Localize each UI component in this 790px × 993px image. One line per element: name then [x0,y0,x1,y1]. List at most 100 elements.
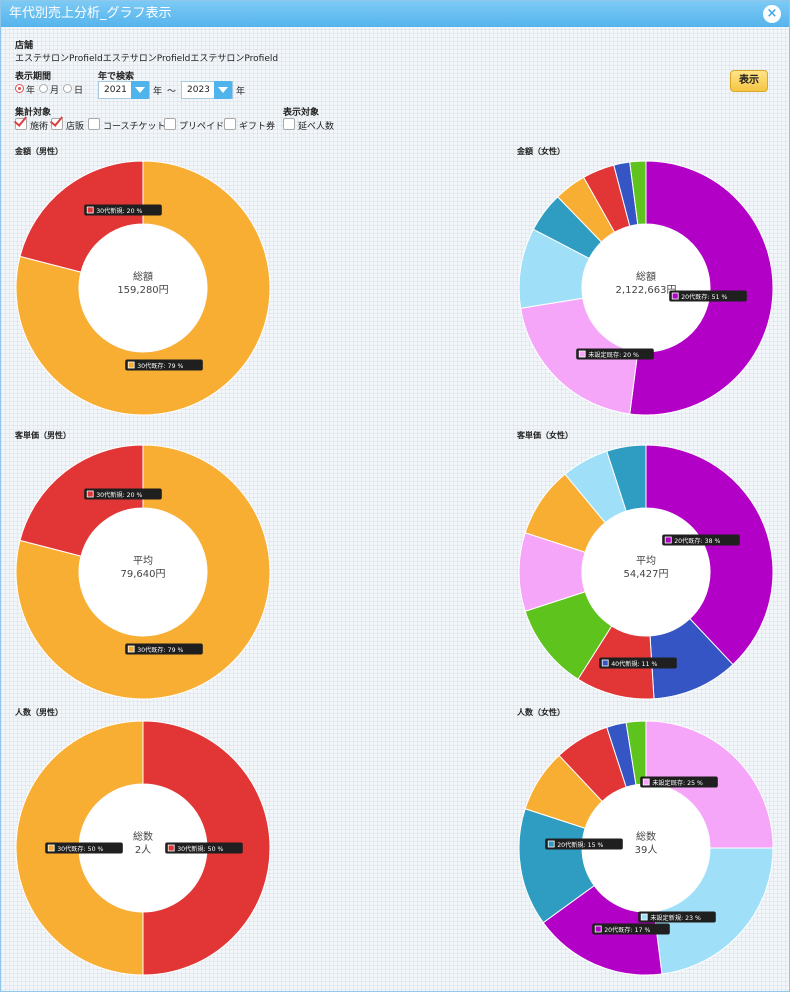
donut-slice[interactable] [653,847,774,975]
donut-hole [582,784,710,912]
donut-slice[interactable] [629,160,647,226]
aggregate-checkbox-prepaid[interactable] [164,118,176,130]
slice-tooltip: 20代既存: 38 % [662,534,740,546]
slice-tooltip: 30代既存: 79 % [125,359,203,371]
tooltip-text: 未設定既存: 25 % [652,779,703,787]
period-radio-day[interactable] [63,84,72,93]
tooltip-box [592,923,670,935]
donut-center-value: 54,427円 [624,569,669,580]
display-option-total-people: 延べ人数 [298,122,335,132]
donut-center-label: 総数 [636,830,656,843]
donut-slice[interactable] [15,444,271,700]
tooltip-box [640,776,718,788]
aggregate-checkbox-retail[interactable] [49,113,64,130]
tooltip-swatch [642,778,650,786]
period-option-month: 月 [50,86,60,96]
donut-chart-3: 平均 54,427円 20代既存: 38 % 40代新規: 11 % [518,444,774,700]
donut-slice[interactable] [19,444,144,557]
aggregate-option-prepaid: プリペイド [179,122,225,132]
period-radio-month[interactable] [39,84,48,93]
donut-center-label: 総数 [133,830,153,843]
aggregate-option-treatment: 施術 [30,122,49,132]
tooltip-box [84,488,162,500]
tooltip-swatch [127,645,135,653]
slice-tooltip: 未設定新規: 23 % [638,911,716,923]
donut-center-label: 平均 [133,555,153,567]
aggregate-option-gift: ギフト券 [239,122,276,132]
display-label: 表示対象 [283,108,320,118]
donut-slice[interactable] [606,444,647,512]
range-separator: ～ [167,87,177,97]
donut-center-label: 総額 [636,270,656,283]
slice-tooltip: 20代既存: 51 % [669,290,747,302]
year-to-unit: 年 [236,87,246,97]
slice-tooltip: 20代既存: 17 % [592,923,670,935]
donut-center-value: 159,280円 [117,285,168,296]
close-icon[interactable]: × [763,5,781,23]
tooltip-swatch [547,840,555,848]
tooltip-box [84,204,162,216]
window-titlebar: 年代別売上分析_グラフ表示 [1,1,789,27]
show-button[interactable]: 表示 [730,70,768,92]
tooltip-swatch [640,913,648,921]
aggregate-checkbox-treatment[interactable] [13,113,28,130]
tooltip-text: 20代新規: 15 % [557,841,603,849]
tooltip-swatch [167,844,175,852]
tooltip-text: 20代既存: 38 % [674,537,720,545]
period-label: 表示期間 [15,72,52,82]
donut-chart-0: 総額 159,280円 30代新規: 20 % 30代既存: 79 % [15,160,271,416]
chart-title-count-female: 人数（女性） [517,708,565,717]
donut-center-value: 2,122,663円 [616,285,677,296]
donut-hole [582,224,710,352]
donut-center-value: 79,640円 [121,569,166,580]
tooltip-text: 30代既存: 79 % [137,362,183,370]
donut-center-label: 総額 [133,270,153,283]
chart-title-amount-male: 金額（男性） [15,147,63,156]
year-from-chevron-down-icon[interactable] [131,81,149,99]
donut-hole [79,224,207,352]
year-to-chevron-down-icon[interactable] [214,81,232,99]
period-radio-year[interactable] [15,84,24,93]
tooltip-swatch [86,490,94,498]
tooltip-swatch [601,659,609,667]
chart-title-unit-price-male: 客単価（男性） [15,431,71,440]
tooltip-swatch [594,925,602,933]
tooltip-box [45,842,123,854]
donut-slice[interactable] [645,444,774,666]
donut-slice[interactable] [15,160,271,416]
slice-tooltip: 20代新規: 15 % [545,838,623,850]
tooltip-swatch [671,292,679,300]
tooltip-swatch [127,361,135,369]
tooltip-text: 未設定既存: 20 % [588,351,639,359]
year-search-label: 年で検索 [98,72,135,82]
tooltip-box [669,290,747,302]
tooltip-text: 20代既存: 51 % [681,293,727,301]
aggregate-checkbox-course[interactable] [88,118,100,130]
tooltip-swatch [664,536,672,544]
tooltip-box [125,359,203,371]
donut-slice[interactable] [19,160,144,273]
period-option-day: 日 [74,86,84,96]
tooltip-box [165,842,243,854]
tooltip-box [662,534,740,546]
slice-tooltip: 未設定既存: 20 % [576,348,654,360]
aggregate-checkbox-gift[interactable] [224,118,236,130]
tooltip-box [576,348,654,360]
slice-tooltip: 30代新規: 50 % [165,842,243,854]
donut-chart-2: 平均 79,640円 30代新規: 20 % 30代既存: 79 % [15,444,271,700]
slice-tooltip: 未設定既存: 25 % [640,776,718,788]
donut-slice[interactable] [142,720,271,976]
donut-slice[interactable] [15,720,144,976]
donut-hole [79,784,207,912]
display-checkbox-total-people[interactable] [283,118,295,130]
chart-title-unit-price-female: 客単価（女性） [517,431,573,440]
tooltip-text: 40代新規: 11 % [611,660,657,668]
tooltip-box [545,838,623,850]
donut-slice[interactable] [629,160,774,416]
donut-center-label: 平均 [636,555,656,567]
donut-center-value: 2人 [135,844,151,856]
